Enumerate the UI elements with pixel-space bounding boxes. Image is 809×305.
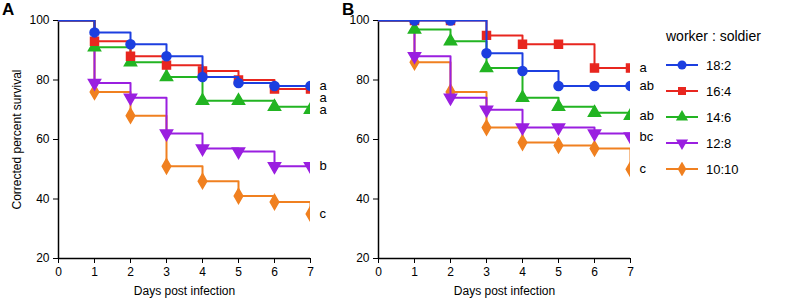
html-text:14:6: 14:6 bbox=[706, 109, 732, 125]
html-text:12:8: 12:8 bbox=[706, 135, 732, 151]
svg-text:Days post infection: Days post infection bbox=[454, 284, 555, 298]
svg-text:80: 80 bbox=[356, 73, 370, 87]
html-text:16:4: 16:4 bbox=[706, 83, 732, 99]
svg-text:100: 100 bbox=[349, 13, 370, 28]
svg-text:a: a bbox=[320, 102, 328, 117]
svg-text:100: 100 bbox=[29, 13, 49, 27]
svg-text:bc: bc bbox=[640, 129, 654, 144]
svg-text:ab: ab bbox=[640, 78, 654, 93]
html-text:B: B bbox=[342, 0, 355, 19]
html-text:10:10: 10:10 bbox=[706, 161, 739, 177]
svg-text:3: 3 bbox=[163, 265, 170, 279]
svg-text:b: b bbox=[320, 158, 327, 173]
svg-text:5: 5 bbox=[235, 265, 242, 279]
svg-text:4: 4 bbox=[519, 265, 526, 279]
svg-text:a: a bbox=[640, 60, 648, 75]
html-text:A: A bbox=[2, 0, 15, 19]
svg-text:60: 60 bbox=[36, 132, 50, 146]
svg-text:7: 7 bbox=[307, 265, 314, 279]
svg-text:ab: ab bbox=[640, 108, 654, 123]
svg-text:6: 6 bbox=[591, 265, 598, 279]
svg-text:1: 1 bbox=[91, 265, 98, 279]
html-text:18:2: 18:2 bbox=[706, 57, 732, 73]
svg-text:4: 4 bbox=[199, 265, 206, 279]
svg-text:2: 2 bbox=[447, 265, 454, 279]
svg-text:c: c bbox=[640, 161, 647, 176]
svg-text:7: 7 bbox=[627, 265, 634, 279]
svg-text:40: 40 bbox=[356, 192, 370, 206]
svg-text:0: 0 bbox=[375, 265, 382, 279]
svg-text:a: a bbox=[319, 78, 327, 94]
svg-text:40: 40 bbox=[36, 192, 50, 206]
svg-text:5: 5 bbox=[555, 265, 562, 279]
svg-text:20: 20 bbox=[36, 251, 50, 265]
svg-text:80: 80 bbox=[36, 73, 50, 87]
svg-text:6: 6 bbox=[271, 265, 278, 279]
svg-text:3: 3 bbox=[483, 265, 490, 279]
html-text:worker : soldier: worker : soldier bbox=[666, 28, 761, 44]
svg-text:Days post infection: Days post infection bbox=[134, 284, 235, 298]
svg-text:20: 20 bbox=[356, 251, 370, 265]
svg-text:a: a bbox=[319, 90, 327, 106]
svg-text:60: 60 bbox=[356, 132, 370, 146]
svg-text:c: c bbox=[320, 206, 327, 221]
svg-text:Corrected percent survival: Corrected percent survival bbox=[10, 69, 24, 209]
svg-text:1: 1 bbox=[411, 265, 418, 279]
svg-text:0: 0 bbox=[55, 265, 62, 279]
svg-text:2: 2 bbox=[127, 265, 134, 279]
